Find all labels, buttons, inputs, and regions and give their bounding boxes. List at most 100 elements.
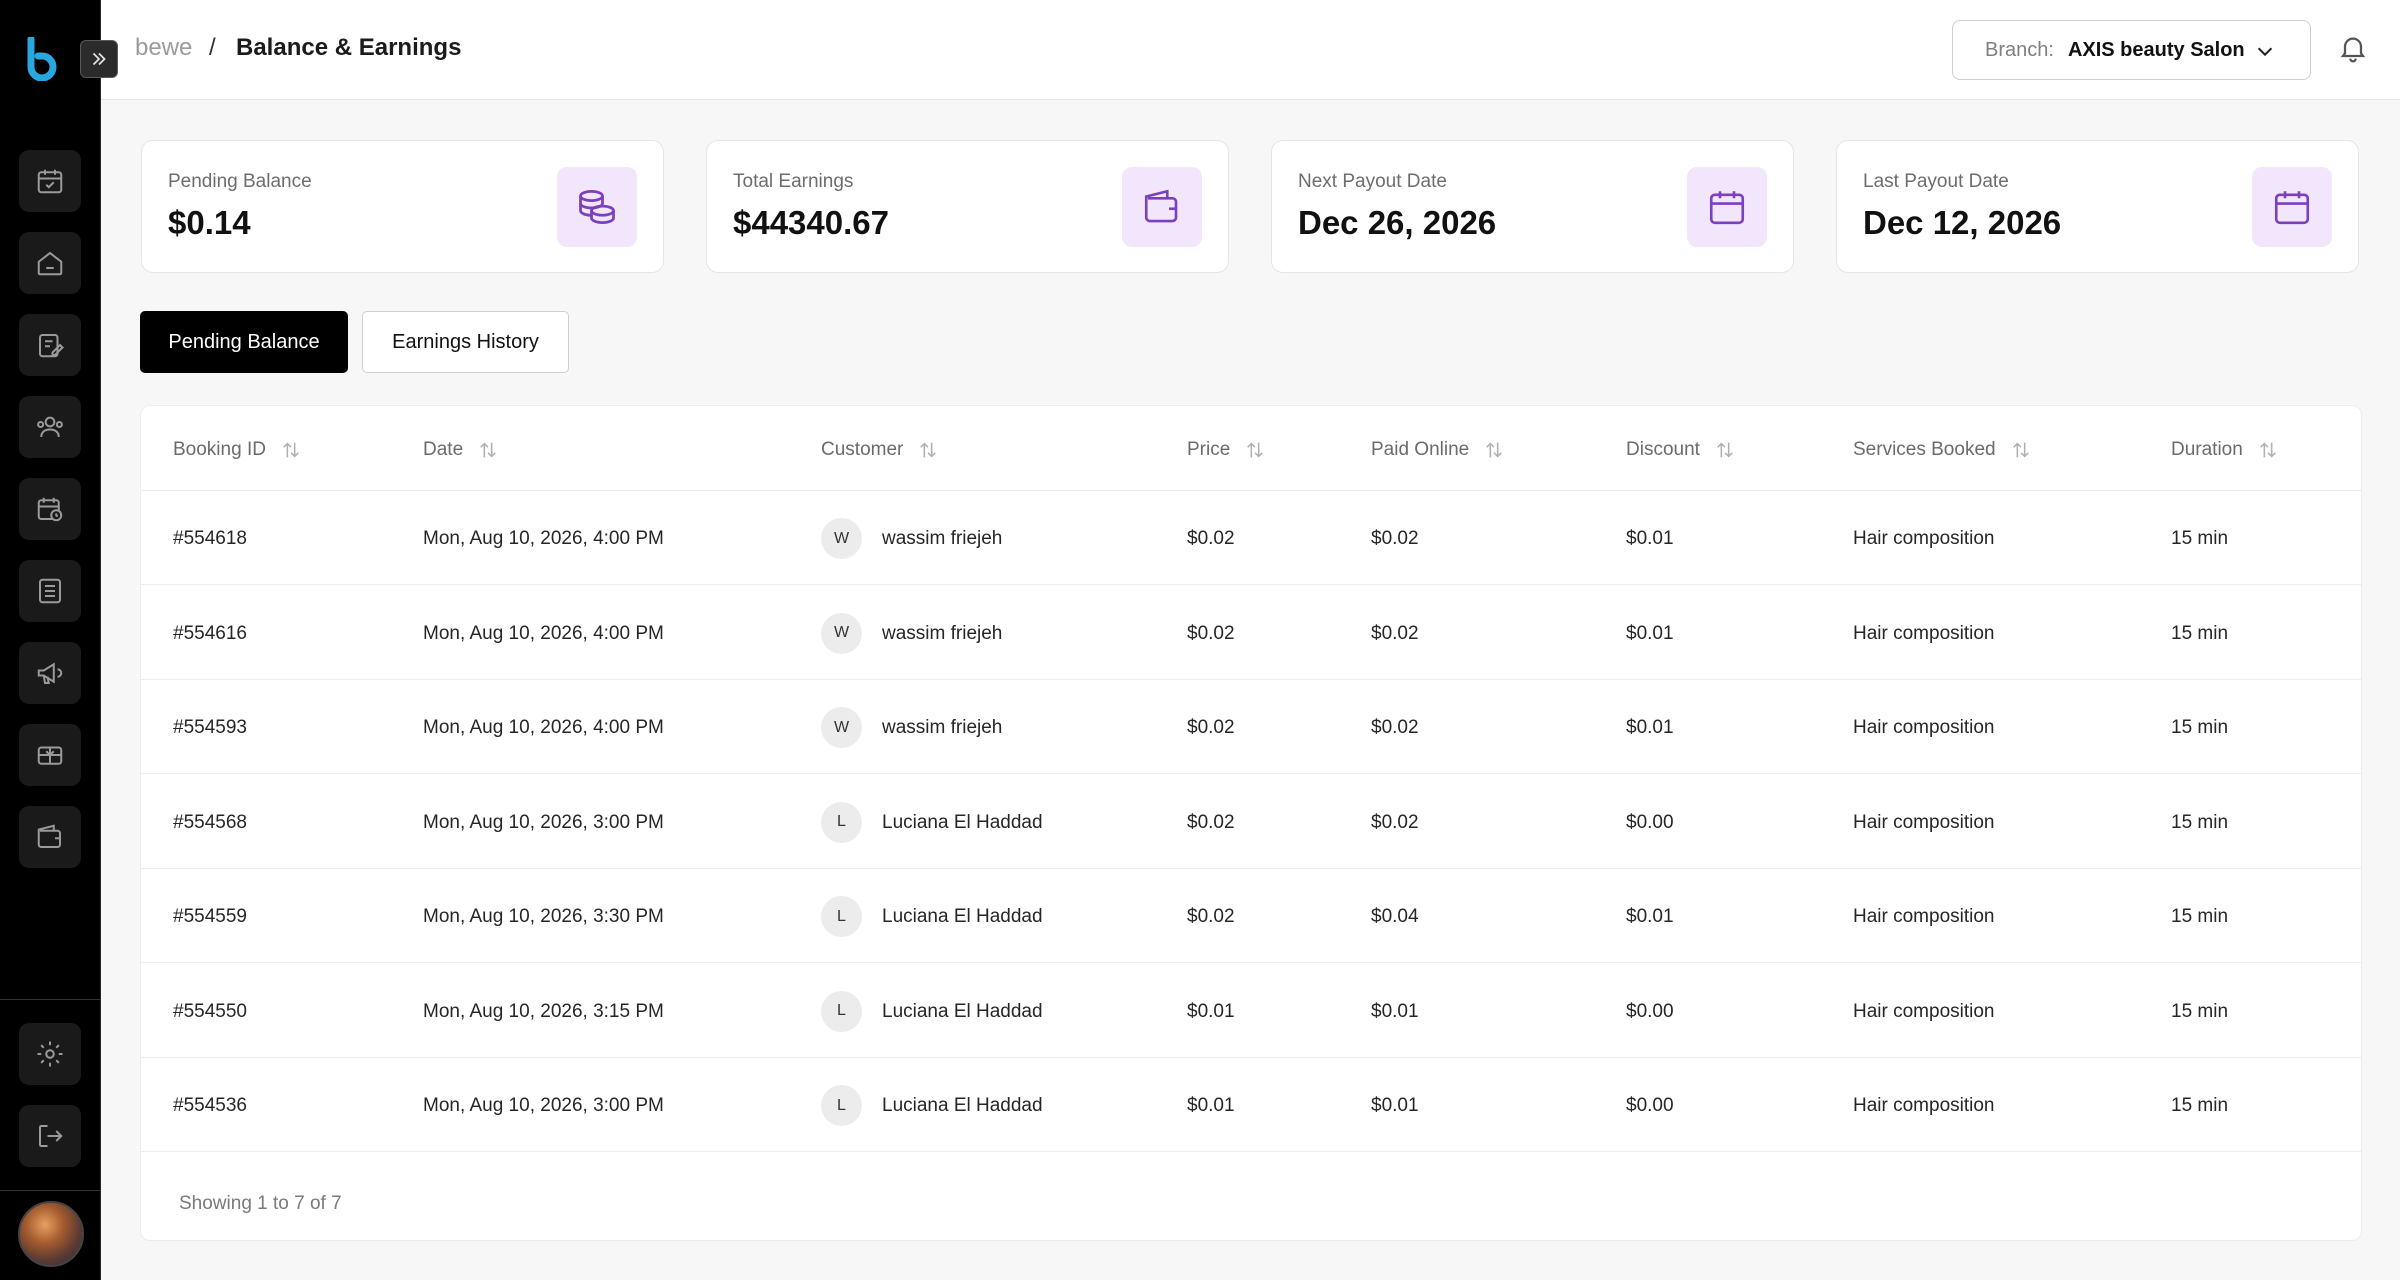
cell-paid: $0.02 xyxy=(1371,528,1419,549)
sidebar xyxy=(0,0,101,1280)
cell-id: #554616 xyxy=(173,622,247,644)
cell-customer: wassim friejeh xyxy=(882,528,1003,549)
branch-select[interactable]: Branch: AXIS beauty Salon xyxy=(1952,20,2311,80)
cell-discount: $0.01 xyxy=(1626,906,1674,927)
cell-discount: $0.01 xyxy=(1626,622,1674,644)
customer-avatar: W xyxy=(821,518,862,559)
cell-discount: $0.01 xyxy=(1626,528,1674,549)
coins-stack-icon xyxy=(557,167,637,247)
cell-date: Mon, Aug 10, 2026, 4:00 PM xyxy=(423,717,664,738)
table-row[interactable]: #554568 Mon, Aug 10, 2026, 3:00 PM L Lucian… xyxy=(141,775,2361,869)
sidebar-divider xyxy=(0,999,101,1000)
cell-price: $0.02 xyxy=(1187,906,1235,927)
column-header[interactable]: Paid Online xyxy=(1371,439,1505,461)
cell-price: $0.02 xyxy=(1187,528,1235,549)
sort-icon[interactable] xyxy=(1244,439,1266,461)
bookings-table: Booking ID Date Customer Price Paid Online Di… xyxy=(140,405,2362,1241)
column-header[interactable]: Date xyxy=(423,439,499,461)
logout-icon xyxy=(35,1121,65,1151)
cell-price: $0.02 xyxy=(1187,717,1235,738)
cell-service: Hair composition xyxy=(1853,528,1995,549)
sidebar-item-clients[interactable] xyxy=(19,396,81,458)
column-header[interactable]: Price xyxy=(1187,439,1266,461)
tab-pending-balance[interactable]: Pending Balance xyxy=(140,311,348,373)
branch-label: Branch: xyxy=(1985,38,2054,61)
column-header[interactable]: Discount xyxy=(1626,439,1736,461)
table-row[interactable]: #554559 Mon, Aug 10, 2026, 3:30 PM L Lucian… xyxy=(141,869,2361,963)
sort-icon[interactable] xyxy=(477,439,499,461)
cell-service: Hair composition xyxy=(1853,1000,1995,1022)
card-pending-balance: Pending Balance $0.14 xyxy=(141,140,664,273)
card-label: Last Payout Date xyxy=(1863,171,2009,192)
sort-icon[interactable] xyxy=(2010,439,2032,461)
sidebar-item-tasks[interactable] xyxy=(19,314,81,376)
sidebar-item-reports[interactable] xyxy=(19,560,81,622)
list-icon xyxy=(35,576,65,606)
cell-customer: Luciana El Haddad xyxy=(882,906,1043,927)
card-value: Dec 26, 2026 xyxy=(1298,204,1497,241)
sort-icon[interactable] xyxy=(1714,439,1736,461)
customer-avatar: W xyxy=(821,612,862,654)
cell-id: #554559 xyxy=(173,906,247,927)
cell-service: Hair composition xyxy=(1853,717,1995,738)
sort-icon[interactable] xyxy=(280,439,302,461)
cell-duration: 15 min xyxy=(2171,717,2229,738)
sidebar-item-appointments[interactable] xyxy=(19,150,81,212)
customer-avatar: L xyxy=(821,896,862,937)
cell-date: Mon, Aug 10, 2026, 3:15 PM xyxy=(423,1000,664,1022)
column-header[interactable]: Duration xyxy=(2171,439,2279,461)
wallet-icon xyxy=(35,822,65,852)
pagination-summary: Showing 1 to 7 of 7 xyxy=(179,1193,342,1214)
calendar-clock-icon xyxy=(35,494,65,524)
table-row[interactable]: #554550 Mon, Aug 10, 2026, 3:15 PM L Lucian… xyxy=(141,964,2361,1058)
clipboard-edit-icon xyxy=(35,330,65,360)
card-label: Total Earnings xyxy=(733,171,854,192)
sidebar-item-settings[interactable] xyxy=(19,1023,81,1085)
cell-id: #554568 xyxy=(173,811,247,833)
column-header[interactable]: Customer xyxy=(821,439,939,461)
sidebar-item-gift-cards[interactable] xyxy=(19,724,81,786)
column-label: Services Booked xyxy=(1853,439,1996,460)
sidebar-item-wallet[interactable] xyxy=(19,806,81,868)
chevrons-right-icon xyxy=(88,48,110,70)
sidebar-item-marketing[interactable] xyxy=(19,642,81,704)
breadcrumb-root[interactable]: bewe xyxy=(135,34,193,61)
card-next-payout: Next Payout Date Dec 26, 2026 xyxy=(1271,140,1794,273)
sort-icon[interactable] xyxy=(2257,439,2279,461)
sort-icon[interactable] xyxy=(1483,439,1505,461)
cell-discount: $0.00 xyxy=(1626,1095,1674,1116)
cell-discount: $0.00 xyxy=(1626,1000,1674,1022)
cell-date: Mon, Aug 10, 2026, 3:00 PM xyxy=(423,811,664,833)
page-title: Balance & Earnings xyxy=(236,34,462,61)
sidebar-expand-button[interactable] xyxy=(80,40,118,78)
sidebar-item-schedule[interactable] xyxy=(19,478,81,540)
sort-icon[interactable] xyxy=(917,439,939,461)
sidebar-item-home[interactable] xyxy=(19,232,81,294)
cell-paid: $0.04 xyxy=(1371,906,1419,927)
cell-duration: 15 min xyxy=(2171,528,2229,549)
sidebar-divider-bottom xyxy=(0,1190,101,1191)
cell-service: Hair composition xyxy=(1853,906,1995,927)
tab-earnings-history[interactable]: Earnings History xyxy=(362,311,569,373)
users-icon xyxy=(35,412,65,442)
column-header[interactable]: Services Booked xyxy=(1853,439,2032,461)
column-label: Duration xyxy=(2171,439,2243,460)
home-icon xyxy=(35,248,65,278)
notifications-button[interactable] xyxy=(2337,32,2371,66)
column-header[interactable]: Booking ID xyxy=(173,439,302,461)
cell-service: Hair composition xyxy=(1853,622,1995,644)
bewe-logo[interactable] xyxy=(24,36,60,82)
cell-paid: $0.01 xyxy=(1371,1000,1419,1022)
sidebar-item-logout[interactable] xyxy=(19,1105,81,1167)
cell-id: #554550 xyxy=(173,1000,247,1022)
cell-paid: $0.01 xyxy=(1371,1095,1419,1116)
card-value: Dec 12, 2026 xyxy=(1863,204,2062,241)
cell-date: Mon, Aug 10, 2026, 3:00 PM xyxy=(423,1095,664,1116)
column-label: Paid Online xyxy=(1371,439,1470,460)
cell-discount: $0.01 xyxy=(1626,717,1674,738)
table-row[interactable]: #554536 Mon, Aug 10, 2026, 3:00 PM L Lucian… xyxy=(141,1058,2361,1152)
user-avatar[interactable] xyxy=(18,1201,84,1267)
